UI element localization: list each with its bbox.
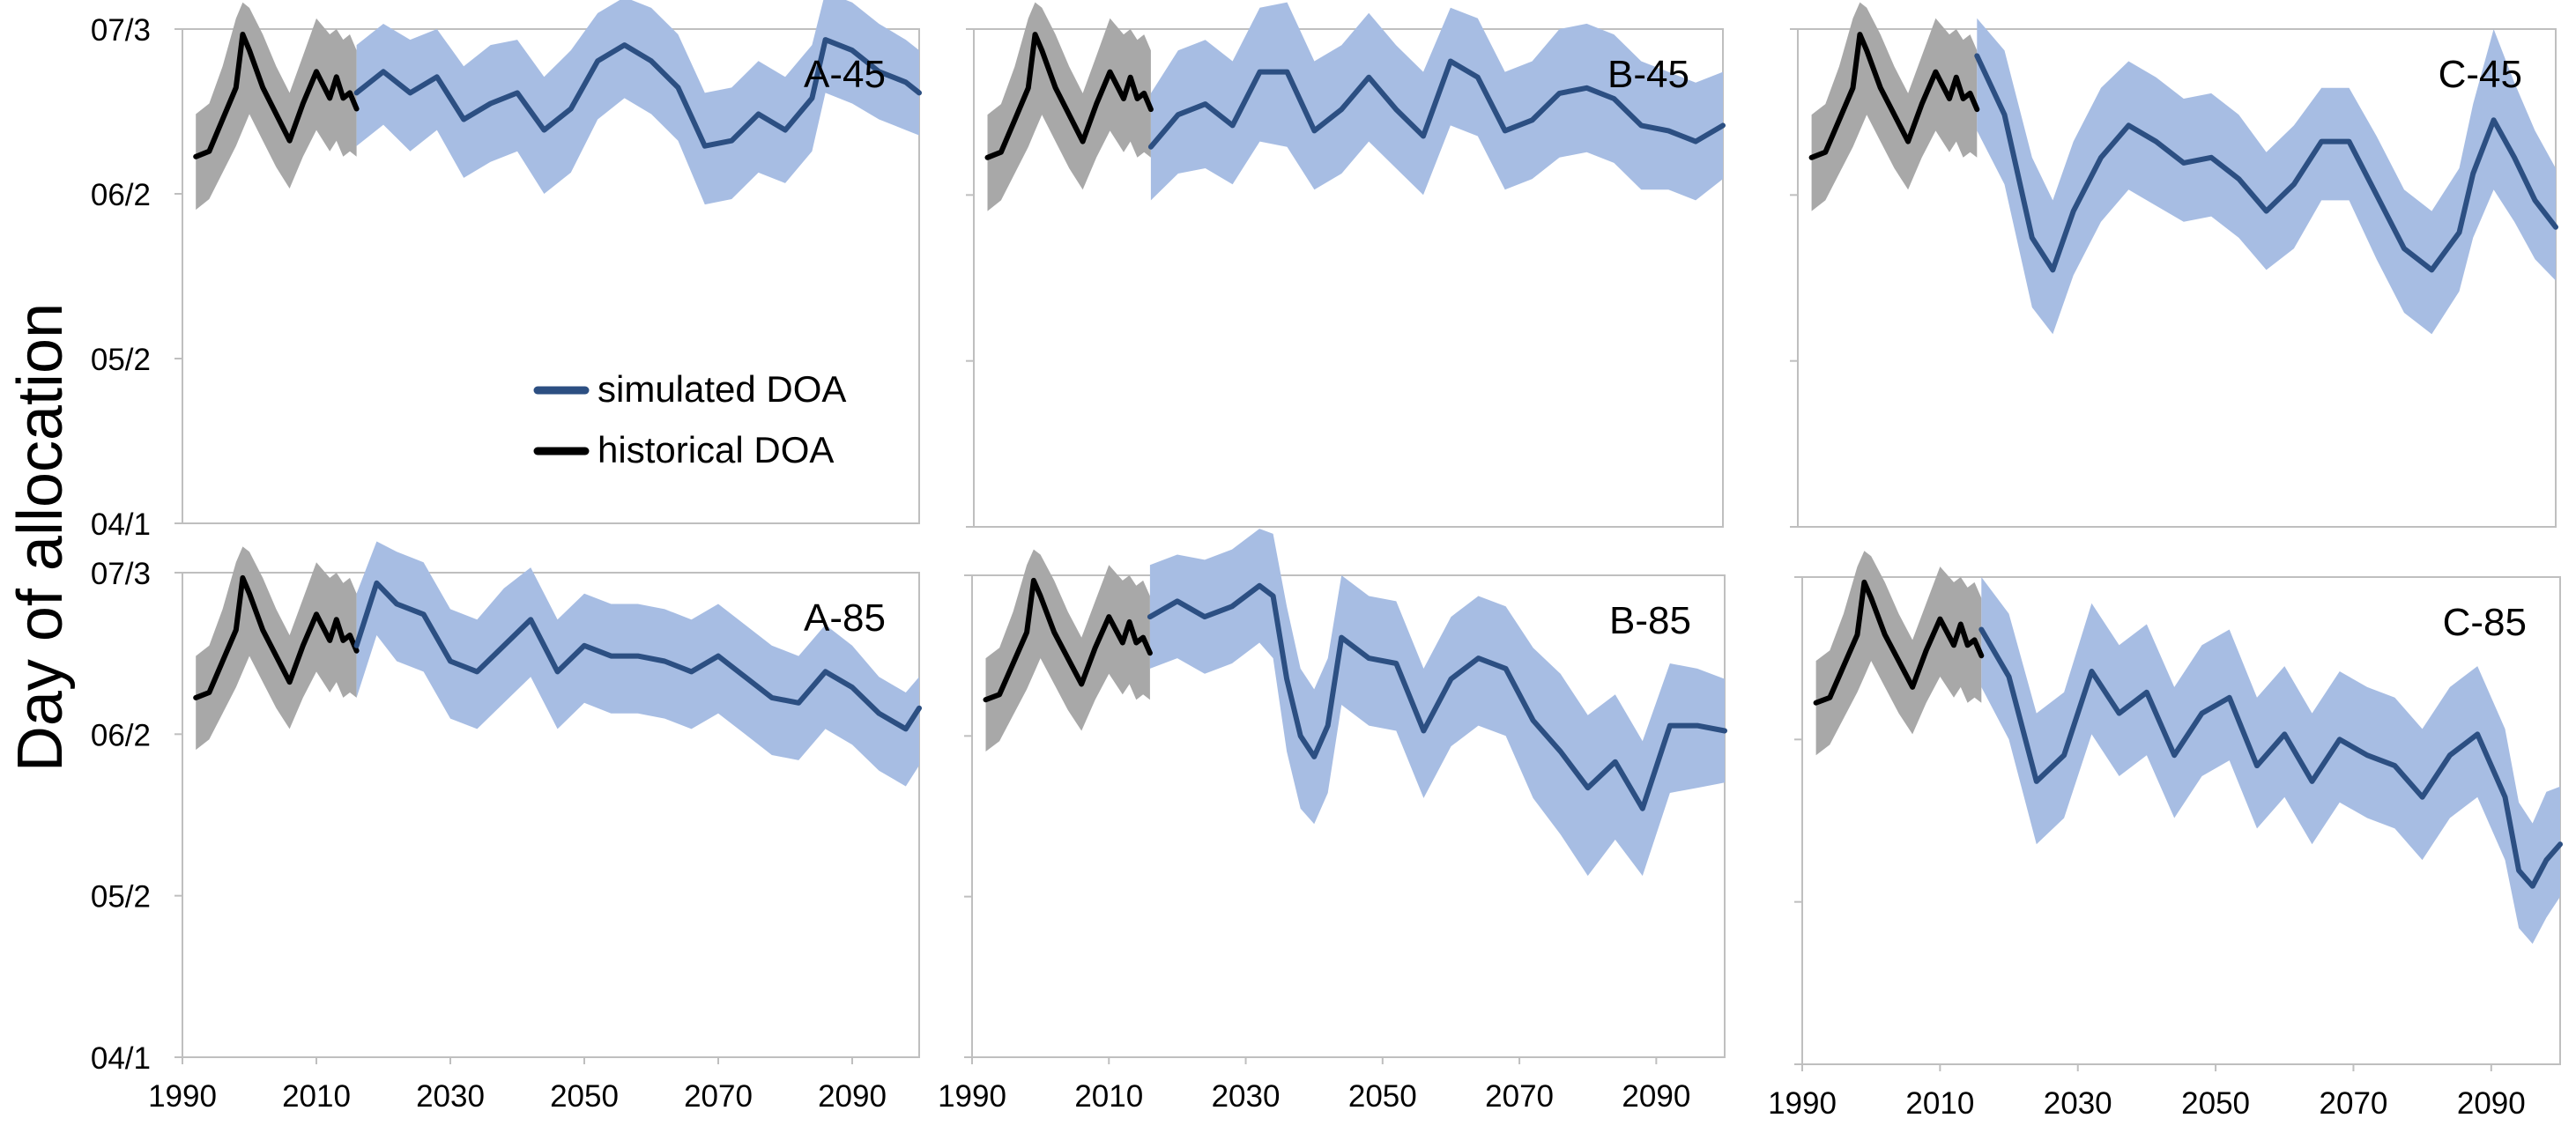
x-tick-label: 2090 (2457, 1086, 2526, 1121)
x-tick-label: 2030 (1212, 1079, 1281, 1114)
simulated-band (1981, 577, 2560, 944)
panel-title: B-45 (1607, 53, 1689, 96)
x-tick-label: 2050 (1348, 1079, 1417, 1114)
historical-band (196, 2, 357, 211)
simulated-line (1978, 626, 2563, 889)
historical-line (193, 32, 360, 159)
y-tick-label: 05/2 (91, 343, 151, 377)
historical-band (1811, 2, 1978, 211)
y-tick-label: 06/2 (91, 178, 151, 212)
historical-band (987, 2, 1151, 211)
historical-band (196, 546, 357, 751)
y-tick-label: 04/1 (91, 507, 151, 542)
x-tick-label: 2010 (282, 1079, 351, 1114)
simulated-line (1974, 53, 2558, 273)
figure-ylabel: Day of allocation (5, 303, 76, 772)
panels: A-45 04/1 05/2 06/2 07/3 simulated DOA histori… (91, 0, 2563, 1121)
historical-line (1808, 32, 1980, 160)
x-tick-label: 2070 (1485, 1079, 1554, 1114)
x-tick-label: 2010 (1074, 1079, 1143, 1114)
simulated-line (1147, 58, 1726, 150)
simulated-line (353, 37, 922, 149)
panel-title: B-85 (1609, 599, 1691, 642)
y-tick-label: 06/2 (91, 718, 151, 752)
panel-b-45: B-45 (966, 2, 1726, 528)
x-tick-label: 2090 (818, 1079, 887, 1114)
x-tick-label: 2070 (2320, 1086, 2388, 1121)
panel-title: C-45 (2439, 53, 2522, 96)
x-tick-label: 2050 (550, 1079, 619, 1114)
panel-a-45: A-45 04/1 05/2 06/2 07/3 simulated DOA histori… (91, 0, 922, 542)
historical-band (985, 549, 1150, 752)
x-tick-label: 2090 (1622, 1079, 1690, 1114)
x-tick-label: 2030 (2044, 1086, 2112, 1121)
historical-line (193, 574, 360, 700)
legend: simulated DOA historical DOA (533, 368, 846, 470)
x-tick-label: 1990 (1768, 1086, 1837, 1121)
historical-line (984, 32, 1154, 160)
simulated-line (353, 580, 922, 732)
x-tick-label: 2050 (2181, 1086, 2250, 1121)
y-tick-label: 05/2 (91, 880, 151, 915)
x-tick-label: 1990 (938, 1079, 1006, 1114)
y-tick-label: 04/1 (91, 1041, 151, 1076)
historical-line (983, 577, 1153, 703)
legend-historical-label: historical DOA (598, 429, 834, 470)
simulated-band (356, 0, 919, 205)
legend-simulated-label: simulated DOA (598, 368, 846, 410)
panel-title: C-85 (2443, 601, 2527, 644)
x-tick-label: 2010 (1905, 1086, 1974, 1121)
panel-title: A-45 (804, 53, 886, 96)
panel-c-85: C-85 1990 2010 2030 2050 2070 2090 (1768, 551, 2563, 1121)
panel-c-45: C-45 (1790, 2, 2558, 528)
x-tick-label: 1990 (148, 1079, 217, 1114)
y-tick-label: 07/3 (91, 557, 151, 591)
panel-b-85: B-85 1990 2010 2030 2050 2070 2090 (938, 529, 1727, 1114)
historical-band (1815, 551, 1982, 756)
y-tick-label: 07/3 (91, 13, 151, 48)
simulated-band (356, 541, 920, 787)
x-tick-label: 2030 (416, 1079, 485, 1114)
x-tick-label: 2070 (684, 1079, 753, 1114)
panel-a-85: A-85 04/1 05/2 06/2 07/3 1990 2010 2030 2050 2070… (91, 541, 922, 1114)
simulated-line (1147, 582, 1727, 811)
panel-title: A-85 (804, 596, 886, 640)
historical-line (1813, 579, 1985, 706)
